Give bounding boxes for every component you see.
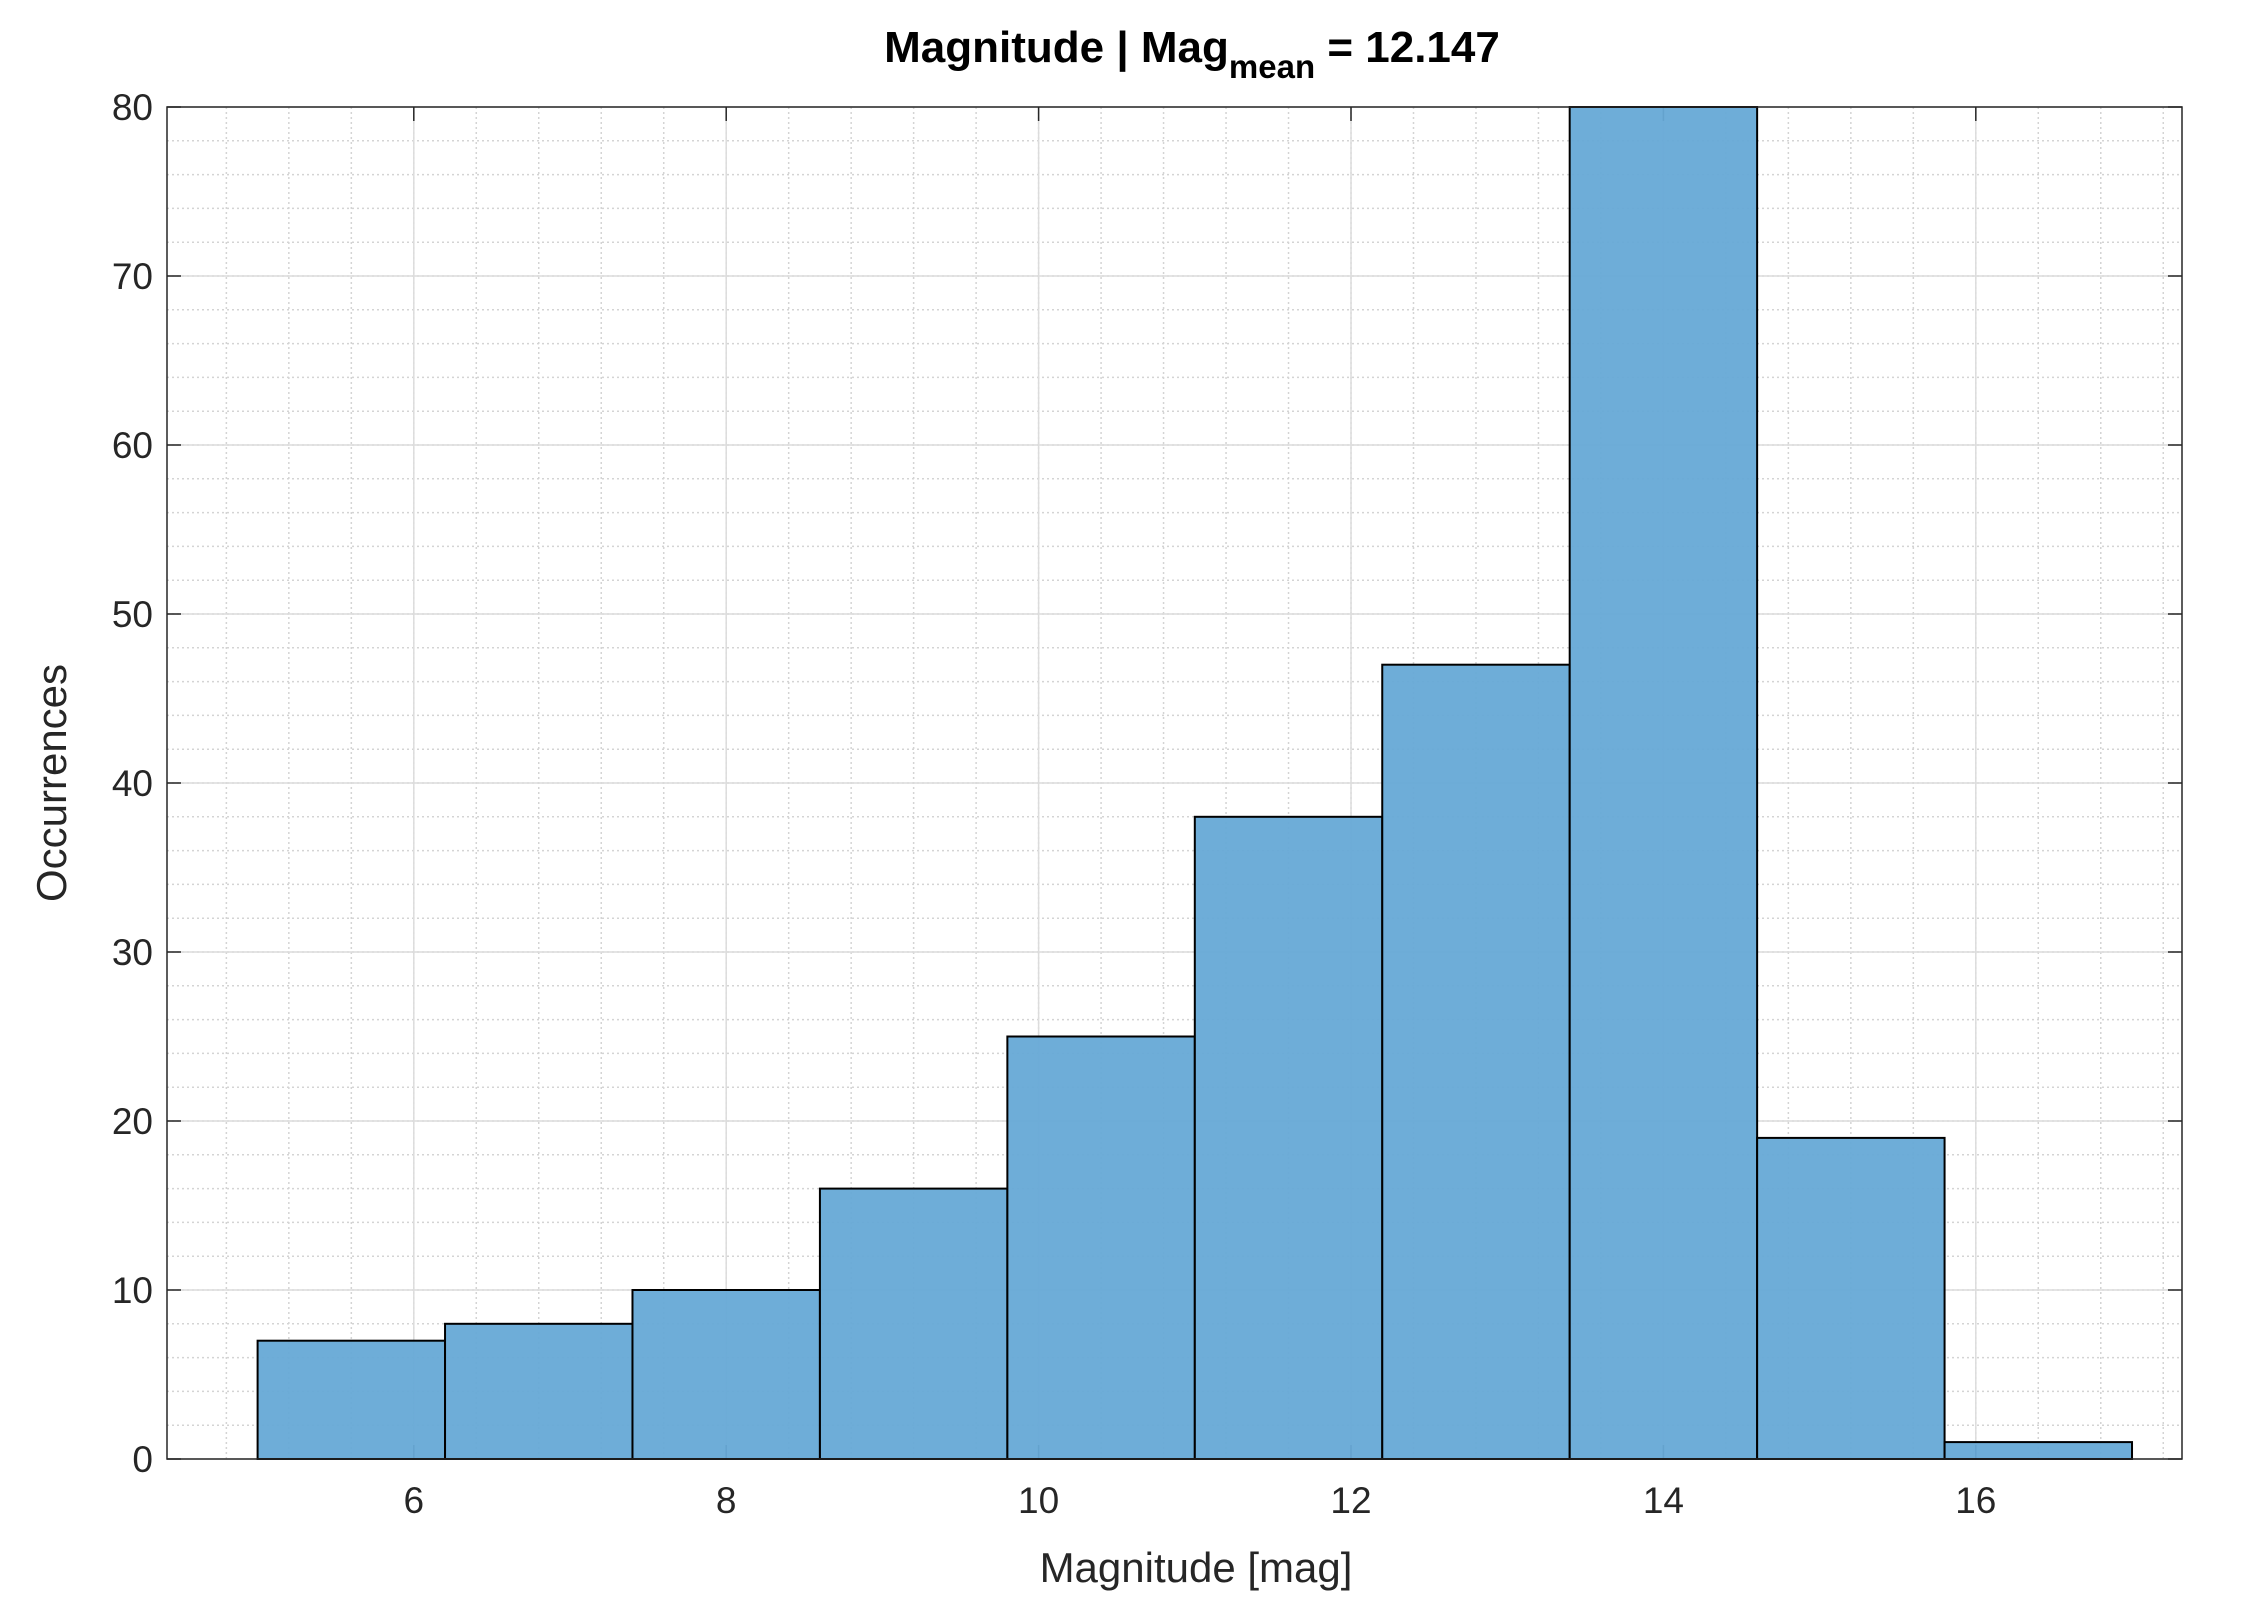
y-tick-label: 0: [132, 1439, 153, 1480]
y-tick-label: 10: [112, 1270, 153, 1311]
plot-frame: [166, 106, 2183, 1460]
histogram-bar: [631, 1289, 821, 1460]
histogram-bar: [1006, 1035, 1196, 1460]
y-tick-label: 70: [112, 256, 153, 297]
histogram-bar: [256, 1339, 447, 1460]
histogram-bar: [1381, 663, 1571, 1460]
title-suffix: = 12.147: [1315, 23, 1500, 72]
x-tick-label: 8: [716, 1480, 737, 1521]
y-axis-label: Occurrences: [28, 664, 75, 902]
histogram-bar: [1943, 1441, 2134, 1460]
y-tick-label: 50: [112, 594, 153, 635]
histogram-bar: [1568, 106, 1759, 1460]
y-tick-label: 20: [112, 1101, 153, 1142]
y-tick-label: 40: [112, 763, 153, 804]
y-tick-label: 80: [112, 87, 153, 128]
title-subscript: mean: [1229, 48, 1315, 85]
histogram-bar: [1756, 1136, 1946, 1461]
chart-title: Magnitude | Magmean = 12.147: [884, 23, 1500, 85]
x-tick-label: 6: [404, 1480, 425, 1521]
title-main: Magnitude | Mag: [884, 23, 1229, 73]
histogram-bar: [444, 1322, 634, 1461]
y-tick-label: 30: [112, 932, 153, 973]
histogram-bar: [818, 1187, 1009, 1460]
x-tick-label: 14: [1643, 1480, 1684, 1521]
y-tick-label: 60: [112, 425, 153, 466]
x-tick-label: 10: [1018, 1480, 1059, 1521]
x-axis-label: Magnitude [mag]: [1040, 1544, 1353, 1591]
x-tick-label: 16: [1955, 1480, 1996, 1521]
histogram-bar: [1193, 815, 1384, 1460]
x-tick-label: 12: [1330, 1480, 1371, 1521]
